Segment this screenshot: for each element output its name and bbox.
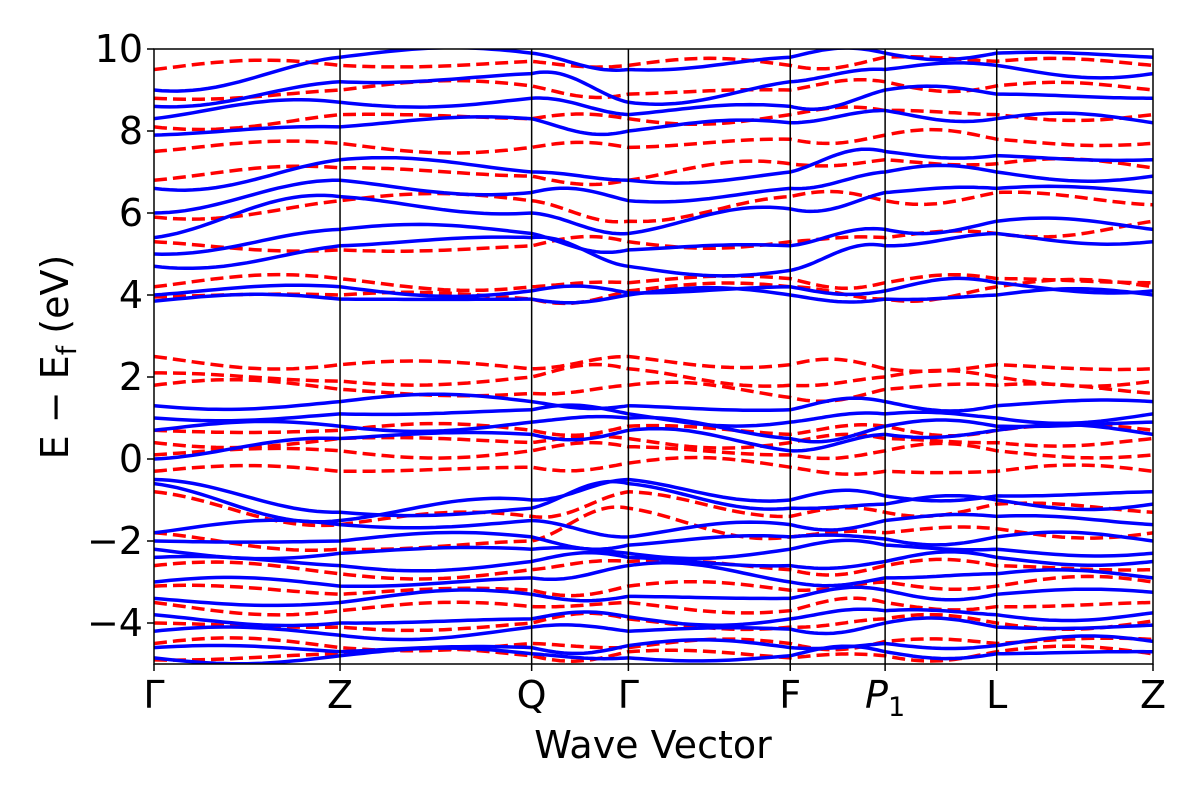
x-tick-label: Γ xyxy=(618,673,639,717)
band-line-solid xyxy=(154,512,1153,539)
band-line-dashed xyxy=(154,127,1153,155)
x-ticks: Γ Z Q Γ F P1 L Z xyxy=(143,664,1166,723)
band-line-solid xyxy=(154,634,1153,656)
band-line-dashed xyxy=(154,505,1153,553)
band-line-dashed xyxy=(154,156,1153,187)
band-line-solid xyxy=(154,644,1153,664)
band-line-solid xyxy=(154,184,1153,240)
band-line-solid xyxy=(154,216,1153,256)
x-tick-label: F xyxy=(779,673,801,717)
band-line-solid xyxy=(154,108,1153,137)
band-line-dashed xyxy=(154,362,1153,388)
x-tick-label: L xyxy=(986,673,1007,717)
band-line-dashed xyxy=(154,105,1153,132)
band-line-solid xyxy=(154,530,1153,551)
band-line-solid xyxy=(154,403,1153,428)
band-line-solid xyxy=(154,538,1153,561)
y-axis-label-main: E − E xyxy=(33,355,77,459)
band-line-solid xyxy=(154,607,1153,628)
y-axis-label-unit: (eV) xyxy=(33,255,77,346)
band-line-solid xyxy=(154,147,1153,192)
band-line-solid xyxy=(154,231,1153,278)
band-line-solid xyxy=(154,550,1153,573)
y-tick-label: 10 xyxy=(95,27,143,71)
x-tick-label: Γ xyxy=(143,673,164,717)
y-tick-label: 2 xyxy=(119,355,143,399)
band-line-solid xyxy=(154,392,1153,413)
band-line-dashed xyxy=(154,377,1153,404)
bands-layer xyxy=(154,49,1153,664)
band-line-solid xyxy=(154,276,1153,299)
band-line-dashed xyxy=(154,596,1153,617)
band-line-dashed xyxy=(154,440,1153,461)
plot-frame xyxy=(153,48,1154,665)
y-ticks: −4 −2 0 2 4 6 8 10 xyxy=(87,27,154,645)
band-line-solid xyxy=(154,585,1153,608)
x-tick-label: Z xyxy=(1140,673,1166,717)
band-line-solid xyxy=(154,61,1153,109)
band-line-dashed xyxy=(154,219,1153,253)
band-line-solid xyxy=(154,84,1153,121)
x-axis-label: Wave Vector xyxy=(534,723,772,767)
band-line-dashed xyxy=(154,189,1153,224)
band-line-solid xyxy=(154,477,1153,524)
band-line-dashed xyxy=(154,574,1153,598)
band-line-dashed xyxy=(154,455,1153,476)
band-line-solid xyxy=(154,163,1153,215)
band-line-dashed xyxy=(154,55,1153,72)
y-axis-label: E − Ef (eV) xyxy=(33,255,83,460)
y-tick-label: 8 xyxy=(119,109,143,153)
y-tick-label: −2 xyxy=(87,519,143,563)
band-line-solid xyxy=(154,616,1153,642)
y-axis-label-subscript: f xyxy=(52,344,83,355)
band-line-solid xyxy=(154,285,1153,305)
x-tick-label: Q xyxy=(517,673,547,717)
band-line-solid xyxy=(154,422,1153,461)
x-tick-label: P1 xyxy=(865,673,905,723)
band-line-dashed xyxy=(154,277,1153,306)
band-line-dashed xyxy=(154,490,1153,528)
band-line-dashed xyxy=(154,354,1153,374)
band-line-solid xyxy=(154,49,1153,93)
y-tick-label: 6 xyxy=(119,191,143,235)
x-tick-label: Z xyxy=(327,673,353,717)
y-tick-label: 0 xyxy=(119,437,143,481)
y-tick-label: −4 xyxy=(87,601,143,645)
band-line-solid xyxy=(154,561,1153,589)
y-tick-label: 4 xyxy=(119,273,143,317)
kpoint-lines xyxy=(339,49,998,664)
